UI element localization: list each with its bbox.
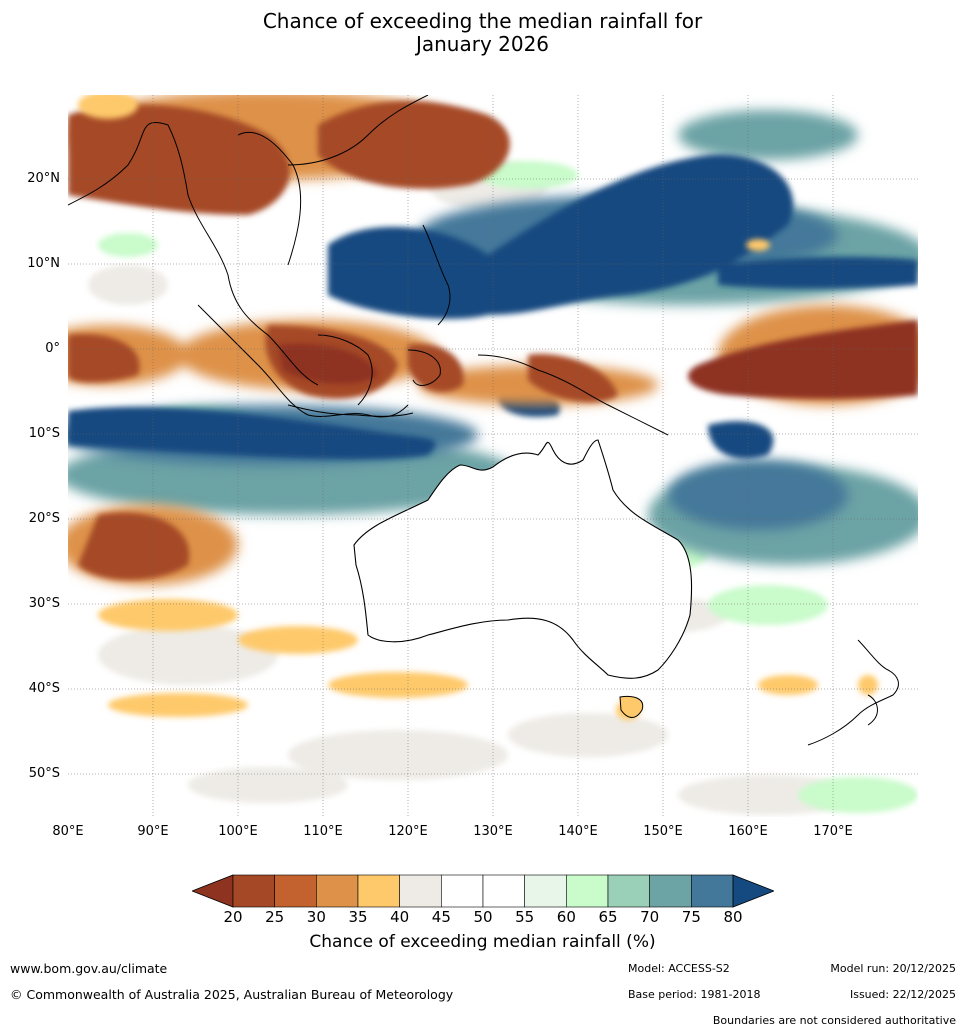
- colorbar-tick-label: 20: [223, 908, 243, 926]
- rainfall-map: [68, 95, 918, 817]
- colorbar-tick-label: 70: [640, 908, 660, 926]
- colorbar-svg: [190, 874, 776, 908]
- lat-tick-50s: 50°S: [28, 766, 60, 781]
- colorbar-tick-label: 75: [681, 908, 701, 926]
- colorbar-segment: [482, 874, 525, 908]
- colorbar-segment: [357, 874, 400, 908]
- colorbar-segment: [649, 874, 692, 908]
- colorbar-segment: [399, 874, 442, 908]
- colorbar-segment: [316, 874, 359, 908]
- footer-copyright: © Commonwealth of Australia 2025, Austra…: [10, 987, 454, 1002]
- footer-issued: Issued: 22/12/2025: [849, 988, 956, 1001]
- lon-tick-150e: 150°E: [643, 824, 683, 839]
- colorbar-tick-label: 25: [265, 908, 285, 926]
- colorbar-segment: [691, 874, 734, 908]
- colorbar-tick-label: 65: [598, 908, 618, 926]
- footer-model-run: Model run: 20/12/2025: [830, 962, 956, 975]
- colorbar-segment: [232, 874, 275, 908]
- colorbar-under-arrow: [190, 874, 234, 908]
- tasmania-outline: [619, 695, 644, 718]
- colorbar-segment: [274, 874, 317, 908]
- coastlines: [68, 95, 669, 436]
- colorbar-segment: [566, 874, 609, 908]
- lat-tick-20n: 20°N: [27, 171, 60, 186]
- australia-outline: [353, 439, 693, 679]
- colorbar-tick-label: 55: [515, 908, 535, 926]
- lat-tick-30s: 30°S: [28, 596, 60, 611]
- colorbar-tick-label: 35: [348, 908, 368, 926]
- lon-tick-90e: 90°E: [137, 824, 169, 839]
- title-line-1: Chance of exceeding the median rainfall …: [262, 9, 703, 33]
- map-title: Chance of exceeding the median rainfall …: [0, 10, 965, 56]
- new-zealand-outline: [807, 639, 899, 746]
- lon-tick-110e: 110°E: [303, 824, 343, 839]
- colorbar-segment: [607, 874, 650, 908]
- colorbar-tick-label: 45: [431, 908, 451, 926]
- colorbar-tick-label: 80: [723, 908, 743, 926]
- lat-tick-10n: 10°N: [27, 256, 60, 271]
- lat-tick-0: 0°: [45, 341, 60, 356]
- colorbar-segment: [524, 874, 567, 908]
- colorbar-title: Chance of exceeding median rainfall (%): [309, 932, 656, 952]
- lon-tick-130e: 130°E: [473, 824, 513, 839]
- lon-tick-140e: 140°E: [558, 824, 598, 839]
- colorbar-segment: [441, 874, 484, 908]
- graticule: [68, 95, 918, 817]
- colorbar-tick-label: 40: [390, 908, 410, 926]
- lat-tick-40s: 40°S: [28, 681, 60, 696]
- colorbar-over-arrow: [732, 874, 776, 908]
- colorbar: [190, 874, 776, 908]
- lon-tick-160e: 160°E: [728, 824, 768, 839]
- lat-tick-20s: 20°S: [28, 511, 60, 526]
- yellow-patches: [78, 95, 878, 720]
- brown-regions: [68, 101, 618, 580]
- footer-boundaries: Boundaries are not considered authoritat…: [712, 1014, 956, 1027]
- lat-tick-10s: 10°S: [28, 426, 60, 441]
- lon-tick-80e: 80°E: [52, 824, 84, 839]
- title-line-2: January 2026: [415, 32, 550, 56]
- lon-tick-120e: 120°E: [388, 824, 428, 839]
- lon-tick-170e: 170°E: [813, 824, 853, 839]
- map-canvas: [68, 95, 918, 817]
- colorbar-tick-label: 30: [306, 908, 326, 926]
- footer-model: Model: ACCESS-S2: [628, 962, 730, 975]
- footer-website: www.bom.gov.au/climate: [10, 961, 168, 976]
- colorbar-tick-label: 50: [473, 908, 493, 926]
- lon-tick-100e: 100°E: [218, 824, 258, 839]
- footer-base-period: Base period: 1981-2018: [628, 988, 761, 1001]
- colorbar-tick-label: 60: [556, 908, 576, 926]
